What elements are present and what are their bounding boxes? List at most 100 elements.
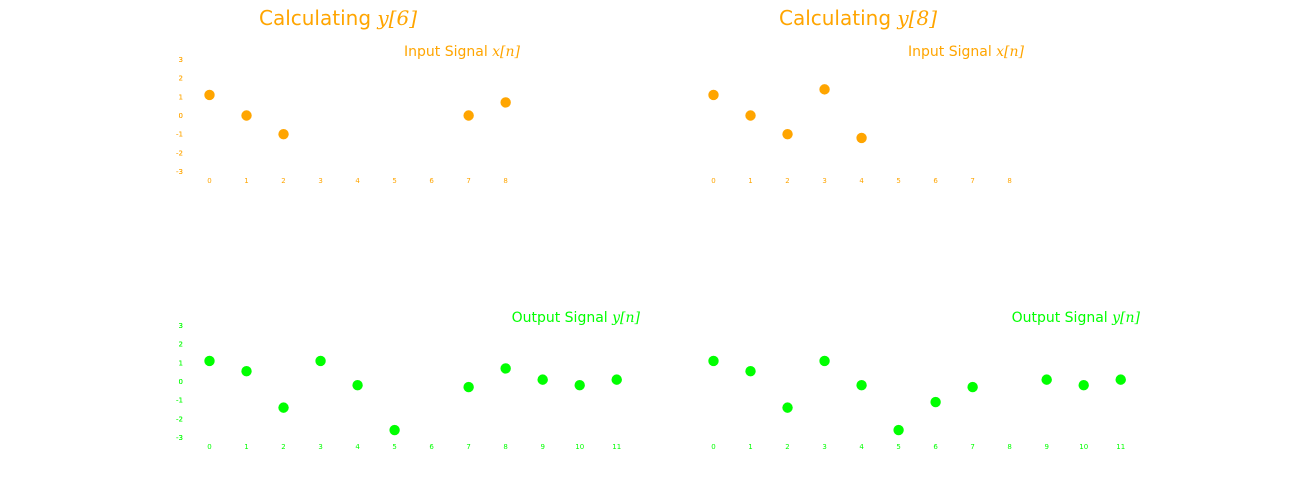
input-data-point [782, 128, 793, 140]
x-tick-label: 3 [318, 177, 322, 185]
figure-title: Calculating y[6] [259, 6, 417, 30]
panel-title-text: Input Signal [908, 44, 996, 60]
y-tick-label: 1 [179, 359, 183, 367]
y-tick-label: 3 [179, 322, 183, 330]
output-data-point [463, 381, 474, 393]
y-tick-label: -1 [176, 131, 183, 139]
panel-title-text: Input Signal [404, 44, 492, 60]
y-tick-label: -2 [176, 149, 183, 157]
x-tick-label: 2 [785, 177, 789, 185]
x-tick-label: 4 [355, 443, 360, 451]
y-tick-label: 0 [179, 378, 183, 386]
y-tick-label: -3 [176, 168, 183, 176]
panel-title-math: y[n] [1111, 310, 1140, 326]
y-tick-label: -2 [176, 415, 183, 423]
panel-title: Output Signal y[n] [1012, 310, 1141, 326]
input-data-point [500, 97, 511, 108]
x-tick-label: 5 [896, 177, 900, 185]
x-tick-label: 8 [1007, 443, 1011, 451]
x-tick-label: 3 [318, 443, 322, 451]
output-data-point [278, 402, 289, 413]
output-data-point [1078, 380, 1089, 391]
x-tick-label: 10 [1079, 443, 1088, 451]
output-data-point [500, 363, 511, 374]
x-tick-label: 10 [575, 443, 584, 451]
input-signal-panel: Input Signal x[n] 3 2 1 0 -1 -2 -3 0 1 2 3 4 5 6 7 8 [176, 44, 1025, 185]
x-tick-label: 2 [281, 443, 285, 451]
output-data-point [1041, 374, 1052, 385]
y-tick-label: 1 [179, 93, 183, 101]
panel-title-math: x[n] [492, 44, 520, 60]
x-tick-label: 0 [711, 443, 715, 451]
output-data-point [241, 366, 252, 377]
x-tick-label: 6 [933, 177, 938, 185]
figure-title-text: Calculating [779, 6, 897, 30]
x-tick-label: 1 [748, 443, 752, 451]
output-data-point [782, 402, 793, 413]
figure-title-text: Calculating [259, 6, 377, 30]
y-tick-label: -3 [176, 434, 183, 442]
x-tick-label: 4 [859, 177, 864, 185]
y-tick-label: -3 [176, 434, 183, 442]
y-tick-label: 2 [179, 75, 183, 83]
x-tick-label: 7 [970, 177, 974, 185]
figure-2: Calculating y[8]Input Signal x[n]3210-1-… [176, 6, 1141, 451]
y-tick-label: -2 [176, 149, 183, 157]
y-tick-label: 3 [179, 56, 183, 64]
x-tick-label: 0 [711, 177, 715, 185]
output-data-point [967, 381, 978, 393]
x-tick-label: 1 [748, 177, 752, 185]
panel-title-text: Output Signal [512, 310, 613, 326]
y-tick-label: 2 [179, 341, 183, 349]
y-tick-label: -2 [176, 415, 183, 423]
output-data-point [204, 355, 215, 367]
x-tick-label: 8 [503, 177, 507, 185]
x-tick-label: 4 [859, 443, 864, 451]
x-tick-label: 11 [1116, 443, 1125, 451]
output-data-point [893, 424, 904, 436]
x-tick-label: 7 [970, 443, 974, 451]
y-tick-label: 1 [179, 359, 183, 367]
y-tick-label: 3 [179, 56, 183, 64]
y-tick-label: -3 [176, 168, 183, 176]
x-tick-label: 1 [244, 177, 248, 185]
x-tick-label: 5 [392, 177, 396, 185]
x-tick-label: 1 [244, 443, 248, 451]
x-tick-label: 2 [785, 443, 789, 451]
x-tick-label: 4 [355, 177, 360, 185]
output-data-point [574, 380, 585, 391]
panel-title-math: x[n] [996, 44, 1024, 60]
input-data-point [819, 84, 830, 95]
x-tick-label: 6 [933, 443, 938, 451]
x-tick-label: 5 [896, 443, 900, 451]
y-tick-label: 1 [179, 93, 183, 101]
x-tick-label: 5 [392, 443, 396, 451]
x-tick-label: 9 [540, 443, 544, 451]
y-tick-label: 2 [179, 75, 183, 83]
x-tick-label: 7 [466, 443, 470, 451]
output-data-point [352, 380, 363, 391]
output-data-point [611, 374, 622, 385]
x-tick-label: 11 [612, 443, 621, 451]
x-tick-label: 0 [207, 177, 211, 185]
x-tick-label: 6 [429, 177, 434, 185]
input-signal-panel: Input Signal x[n] 3 2 1 0 -1 -2 -3 0 1 2 3 4 5 6 7 8 [176, 44, 521, 185]
y-tick-label: 3 [179, 322, 183, 330]
input-data-point [278, 128, 289, 140]
figure-title-math: y[8] [896, 6, 937, 30]
output-data-point [315, 355, 326, 367]
x-tick-label: 9 [1044, 443, 1048, 451]
output-data-point [1115, 374, 1126, 385]
input-data-point [204, 89, 215, 101]
output-data-point [856, 380, 867, 391]
x-tick-label: 6 [429, 443, 434, 451]
x-tick-label: 3 [822, 443, 826, 451]
panel-title: Input Signal x[n] [908, 44, 1025, 60]
y-tick-label: 0 [179, 112, 183, 120]
input-data-point [856, 132, 867, 144]
x-tick-label: 8 [1007, 177, 1011, 185]
x-tick-label: 8 [503, 443, 507, 451]
